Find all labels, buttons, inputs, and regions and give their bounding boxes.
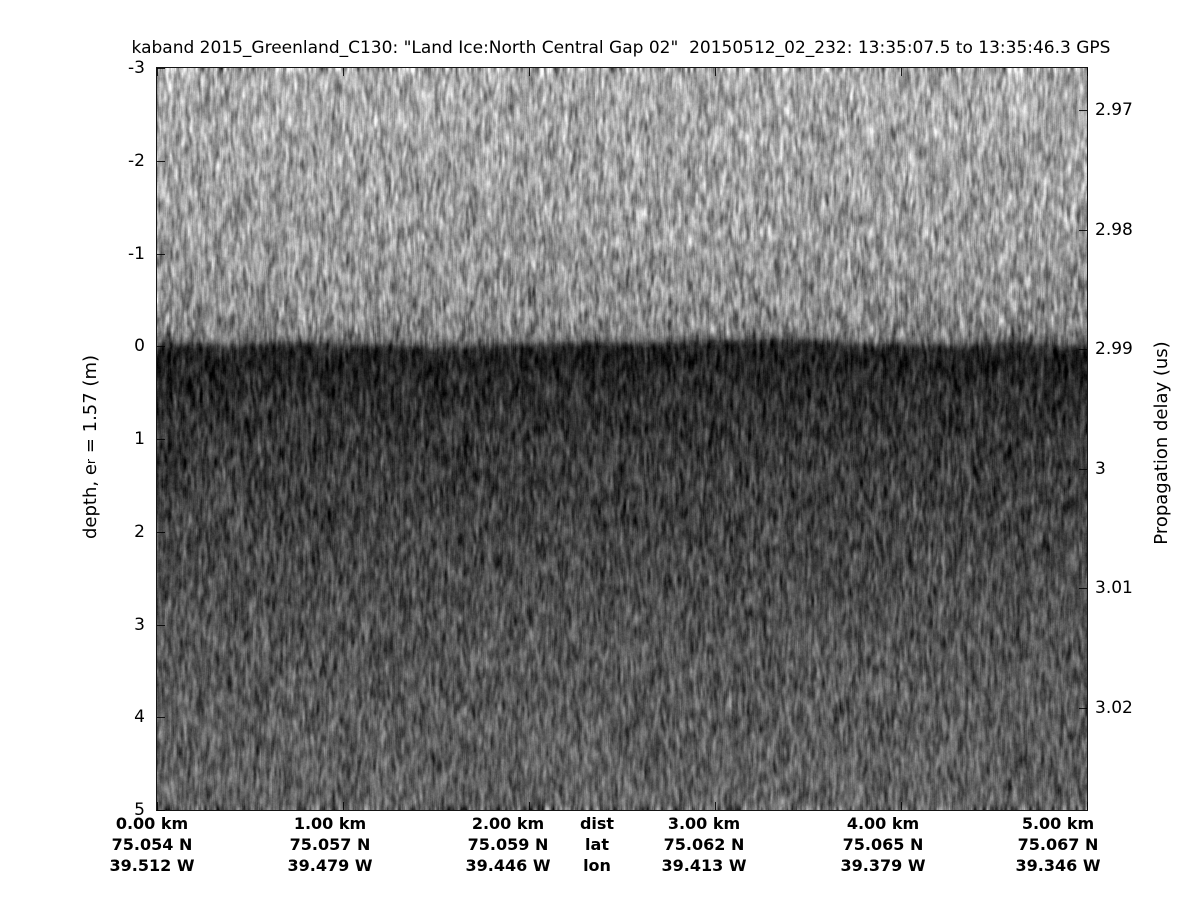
tick-mark xyxy=(1079,230,1087,231)
tick-mark xyxy=(1079,708,1087,709)
dist-value: 2.00 km xyxy=(471,814,545,833)
tick-mark xyxy=(1079,349,1087,350)
left-axis-label-subscript: r xyxy=(82,458,98,465)
lon-value: 39.512 W xyxy=(109,856,195,875)
tick-mark xyxy=(1079,588,1087,589)
dist-header: dist xyxy=(579,814,615,833)
tick-mark xyxy=(529,802,530,810)
dist-value: 0.00 km xyxy=(115,814,189,833)
tick-mark xyxy=(901,802,902,810)
dist-value: 3.00 km xyxy=(667,814,741,833)
tick-mark xyxy=(343,68,344,76)
lon-header: lon xyxy=(583,856,611,875)
right-tick-label: 3.01 xyxy=(1095,578,1133,599)
lat-value: 75.054 N xyxy=(111,835,193,854)
tick-mark xyxy=(157,717,165,718)
tick-mark xyxy=(157,254,165,255)
tick-mark xyxy=(1079,469,1087,470)
lat-header: lat xyxy=(585,835,609,854)
geo-column: 4.00 km 75.065 N 39.379 W xyxy=(818,813,948,876)
lon-value: 39.346 W xyxy=(1015,856,1101,875)
right-tick-label: 3 xyxy=(1095,458,1106,479)
geo-column: 3.00 km 75.062 N 39.413 W xyxy=(639,813,769,876)
tick-mark xyxy=(157,68,165,69)
tick-mark xyxy=(1087,802,1088,810)
lat-value: 75.057 N xyxy=(289,835,371,854)
geo-column: 2.00 km 75.059 N 39.446 W xyxy=(443,813,573,876)
tick-mark xyxy=(157,532,165,533)
right-tick-label: 3.02 xyxy=(1095,698,1133,718)
right-tick-label: 2.98 xyxy=(1095,219,1133,240)
right-tick-label: 2.97 xyxy=(1095,100,1133,120)
echogram-image[interactable] xyxy=(157,68,1087,810)
left-tick-label: 3 xyxy=(134,614,145,635)
tick-mark xyxy=(157,625,165,626)
tick-mark xyxy=(343,802,344,810)
lat-value: 75.067 N xyxy=(1017,835,1099,854)
tick-mark xyxy=(157,161,165,162)
geo-header-column: dist lat lon xyxy=(532,813,662,876)
tick-mark xyxy=(529,68,530,76)
tick-mark xyxy=(157,439,165,440)
tick-mark xyxy=(715,802,716,810)
tick-mark xyxy=(157,802,158,810)
left-tick-label: -3 xyxy=(128,58,145,78)
dist-value: 1.00 km xyxy=(293,814,367,833)
right-tick-label: 2.99 xyxy=(1095,339,1133,360)
lon-value: 39.413 W xyxy=(661,856,747,875)
lon-value: 39.446 W xyxy=(465,856,551,875)
lon-value: 39.479 W xyxy=(287,856,373,875)
left-tick-label: -1 xyxy=(128,243,145,264)
tick-mark xyxy=(157,810,165,811)
figure-title: kaband 2015_Greenland_C130: "Land Ice:No… xyxy=(131,38,1111,58)
left-tick-label: -2 xyxy=(128,150,145,171)
lon-value: 39.379 W xyxy=(840,856,926,875)
left-tick-label: 0 xyxy=(134,336,145,357)
geo-column: 1.00 km 75.057 N 39.479 W xyxy=(265,813,395,876)
tick-mark xyxy=(715,68,716,76)
dist-value: 4.00 km xyxy=(846,814,920,833)
echogram-plot xyxy=(156,67,1088,811)
tick-mark xyxy=(157,68,158,76)
right-axis-label: Propagation delay (us) xyxy=(1150,341,1172,545)
tick-mark xyxy=(1087,68,1088,76)
lat-value: 75.065 N xyxy=(842,835,924,854)
tick-mark xyxy=(157,346,165,347)
geo-column: 0.00 km 75.054 N 39.512 W xyxy=(87,813,217,876)
lat-value: 75.062 N xyxy=(663,835,745,854)
left-tick-label: 2 xyxy=(134,521,145,542)
geo-column: 5.00 km 75.067 N 39.346 W xyxy=(993,813,1123,876)
dist-value: 5.00 km xyxy=(1021,814,1095,833)
left-tick-label: 1 xyxy=(134,429,145,449)
tick-mark xyxy=(1079,110,1087,111)
left-tick-label: 4 xyxy=(134,707,145,728)
left-tick-label: 5 xyxy=(134,800,145,820)
lat-value: 75.059 N xyxy=(467,835,549,854)
tick-mark xyxy=(901,68,902,76)
